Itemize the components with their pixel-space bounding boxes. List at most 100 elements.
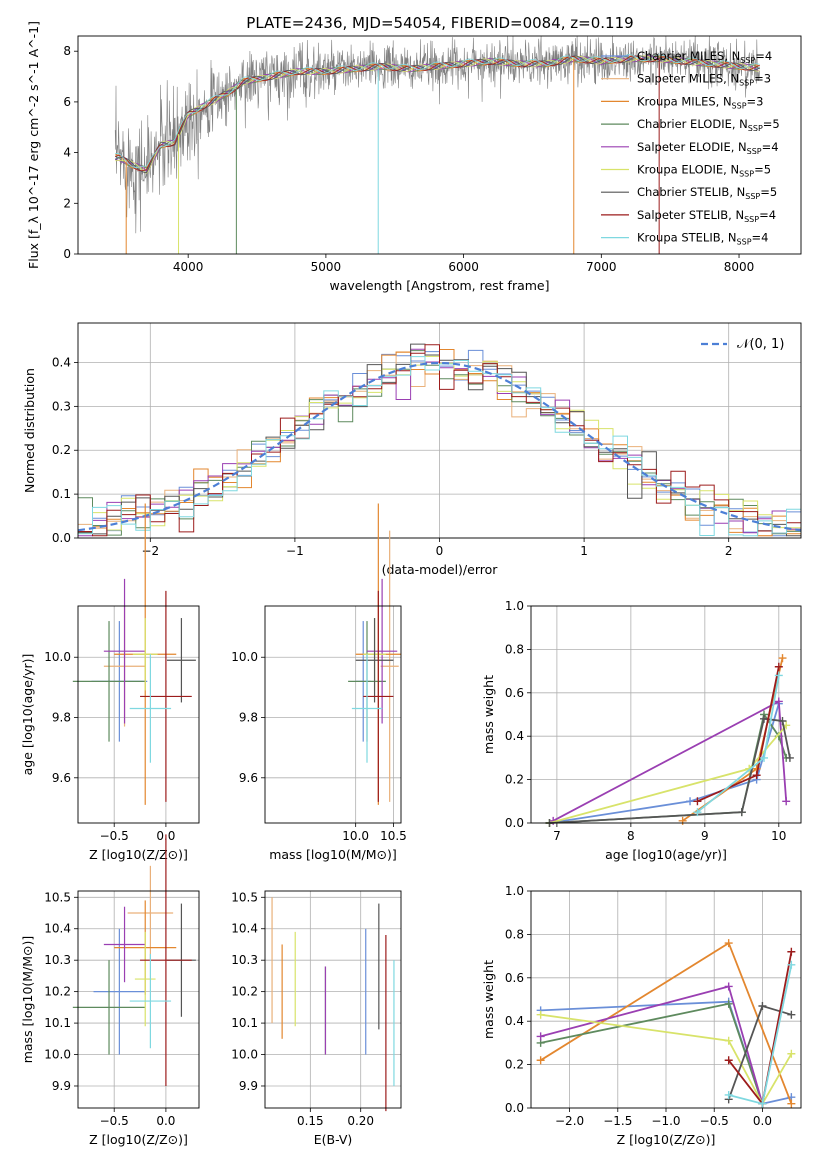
weight-line: [552, 700, 788, 822]
x-tick-label: 7000: [586, 260, 617, 274]
age-vs-metallicity-panel: −0.5 0.0 9.6 9.8 10.0 Z [log10(Z/Z⊙)] age [log…: [20, 503, 200, 862]
y-tick-label: 0.0: [52, 531, 71, 545]
weight-marker: [774, 697, 783, 706]
x-tick-label: 10: [771, 829, 786, 843]
x-tick-label: 1: [580, 544, 588, 558]
y-tick-label: 1.0: [505, 884, 524, 898]
axes-frame: [264, 890, 402, 1109]
y-tick-label: 10.5: [44, 890, 71, 904]
y-tick-label: 10.3: [231, 953, 258, 967]
y-tick-label: 8: [63, 44, 71, 58]
y-tick-label: 10.1: [44, 1016, 71, 1030]
axes-frame: [530, 890, 802, 1109]
x-tick-label: −2: [141, 544, 159, 558]
y-tick-label: 9.6: [52, 771, 71, 785]
y-tick-label: 0.0: [505, 816, 524, 830]
x-tick-label: −1.5: [603, 1114, 632, 1128]
x-axis-label: Z [log10(Z/Z⊙)]: [89, 847, 188, 862]
y-tick-label: 0.2: [505, 773, 524, 787]
y-tick-label: 10.4: [231, 922, 258, 936]
model-spectrum-line: [115, 55, 760, 174]
weight-marker: [787, 960, 796, 969]
mass-weight-vs-age-panel: 7 8 9 10 0.0 0.2 0.4 0.6 0.8 1.0 age [log10(age/yr…: [481, 599, 802, 862]
y-tick-label: 9.9: [239, 1079, 258, 1093]
mass-vs-ebv-panel: 0.15 0.20 9.9 10.0 10.1 10.2 10.3 10.4 10.5 E(B-V…: [231, 890, 402, 1147]
y-tick-label: 10.5: [231, 890, 258, 904]
weight-marker: [536, 1056, 545, 1065]
x-tick-label: 0.0: [753, 1114, 772, 1128]
y-axis-label: Normed distribution: [22, 368, 37, 493]
axes-frame: [77, 890, 200, 1109]
axes-frame: [264, 605, 402, 824]
x-tick-label: 6000: [448, 260, 479, 274]
weight-marker: [774, 662, 783, 671]
y-tick-label: 6: [63, 95, 71, 109]
legend-label: Salpeter STELIB, NSSP=4: [637, 208, 776, 224]
axes-frame: [77, 322, 802, 539]
x-tick-label: 5000: [311, 260, 342, 274]
weight-marker: [724, 1036, 733, 1045]
y-tick-label: 9.6: [239, 771, 258, 785]
x-tick-label: −2.0: [555, 1114, 584, 1128]
x-tick-label: −1.0: [651, 1114, 680, 1128]
legend-label: Kroupa MILES, NSSP=3: [637, 94, 763, 110]
weight-marker: [778, 717, 787, 726]
weight-marker: [724, 939, 733, 948]
weight-marker: [752, 771, 761, 780]
x-tick-label: 9: [701, 829, 709, 843]
x-axis-label: E(B-V): [314, 1132, 353, 1147]
y-tick-label: 0.4: [505, 1014, 524, 1028]
y-tick-label: 0: [63, 247, 71, 261]
weight-marker: [758, 1002, 767, 1011]
weight-marker: [778, 654, 787, 663]
weight-marker: [536, 1010, 545, 1019]
y-tick-label: 1.0: [505, 599, 524, 613]
model-spectrum-line: [114, 55, 760, 172]
weight-marker: [760, 714, 769, 723]
y-tick-label: 10.1: [231, 1016, 258, 1030]
y-axis-label: Flux [f_λ 10^-17 erg cm^-2 s^-1 A^-1]: [26, 21, 41, 269]
x-axis-label: wavelength [Angstrom, rest frame]: [329, 278, 549, 293]
x-tick-label: −1: [286, 544, 304, 558]
y-tick-label: 10.0: [44, 1048, 71, 1062]
residual-histogram: [78, 356, 801, 537]
figure-title: PLATE=2436, MJD=54054, FIBERID=0084, z=0…: [246, 14, 633, 32]
x-tick-label: 0: [436, 544, 444, 558]
y-tick-label: 0.4: [52, 355, 71, 369]
y-tick-label: 0.0: [505, 1101, 524, 1115]
y-tick-label: 0.6: [505, 971, 524, 985]
weight-marker: [536, 1032, 545, 1041]
model-spectrum-line: [114, 55, 760, 172]
mass-vs-metallicity-panel: −0.5 0.0 9.9 10.0 10.1 10.2 10.3 10.4 10.5 Z [log…: [20, 834, 200, 1147]
weight-marker: [782, 797, 791, 806]
legend-label: Salpeter ELODIE, NSSP=4: [637, 140, 779, 156]
weight-marker: [787, 947, 796, 956]
x-tick-label: 10.5: [380, 829, 407, 843]
x-tick-label: 4000: [173, 260, 204, 274]
mass-weight-vs-metallicity-panel: −2.0 −1.5 −1.0 −0.5 0.0 0.0 0.2 0.4 0.6 0.8 1.0 Z […: [481, 884, 802, 1147]
y-tick-label: 0.4: [505, 729, 524, 743]
model-spectrum-line: [115, 54, 760, 168]
weight-marker: [724, 999, 733, 1008]
weight-marker: [760, 753, 769, 762]
axes-frame: [530, 605, 802, 824]
x-tick-label: 10.0: [342, 829, 369, 843]
legend-label: Chabrier MILES, NSSP=4: [637, 49, 772, 65]
y-tick-label: 10.0: [44, 650, 71, 664]
x-tick-label: −0.5: [100, 1114, 129, 1128]
y-tick-label: 0.8: [505, 642, 524, 656]
legend-label: Kroupa STELIB, NSSP=4: [637, 231, 768, 247]
y-tick-label: 10.4: [44, 922, 71, 936]
legend-label: Salpeter MILES, NSSP=3: [637, 72, 771, 88]
y-axis-label: mass [log10(M/M⊙)]: [20, 936, 35, 1064]
x-axis-label: mass [log10(M/M⊙)]: [269, 847, 397, 862]
legend-label: Chabrier ELODIE, NSSP=5: [637, 117, 780, 133]
weight-marker: [724, 1090, 733, 1099]
weight-marker: [686, 797, 695, 806]
x-tick-label: 0.15: [297, 1114, 324, 1128]
y-tick-label: 0.2: [52, 443, 71, 457]
y-tick-label: 0.2: [505, 1058, 524, 1072]
y-tick-label: 0.8: [505, 927, 524, 941]
x-tick-label: −0.5: [700, 1114, 729, 1128]
x-tick-label: 0.0: [156, 1114, 175, 1128]
